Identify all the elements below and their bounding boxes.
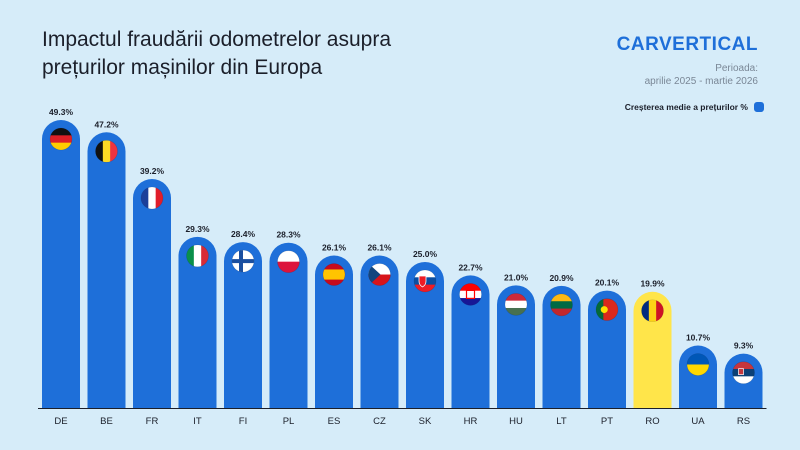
bar-group-ua: 10.7% UA <box>679 332 717 427</box>
bar-sk <box>406 261 444 408</box>
value-label-pl: 28.3% <box>276 230 301 240</box>
value-label-hu: 21.0% <box>504 272 529 282</box>
bar-be <box>87 132 126 408</box>
category-label-ua: UA <box>691 416 705 427</box>
ukraine-flag <box>687 353 709 376</box>
bar-group-cz: 26.1% CZ <box>360 243 399 427</box>
legend: Creșterea medie a prețurilor % <box>625 102 764 112</box>
croatia-flag <box>459 283 482 306</box>
finland-flag <box>232 250 254 273</box>
bar-group-fi: 28.4% FI <box>224 229 262 427</box>
bar-lt <box>542 285 581 408</box>
category-label-pt: PT <box>601 416 613 427</box>
czechia-flag <box>368 263 391 286</box>
value-label-cz: 26.1% <box>367 243 392 253</box>
bar-group-lt: 20.9% LT <box>542 273 581 427</box>
legend-label: Creșterea medie a prețurilor % <box>624 102 748 112</box>
poland-flag <box>277 250 300 273</box>
romania-flag <box>641 299 664 322</box>
bar-ro <box>633 291 672 408</box>
period-value: aprilie 2025 - martie 2026 <box>644 76 758 87</box>
bar-group-pt: 20.1% PT <box>588 278 626 427</box>
bar-it <box>178 236 217 408</box>
bar-group-it: 29.3% IT <box>178 224 217 427</box>
bar-group-hr: 22.7% HR <box>451 262 490 427</box>
value-label-ua: 10.7% <box>686 332 711 342</box>
bar-fr <box>133 179 171 408</box>
bar-group-rs: 9.3% RS <box>724 341 763 427</box>
value-label-be: 47.2% <box>94 119 119 129</box>
category-label-es: ES <box>328 416 341 427</box>
bar-hu <box>497 285 535 408</box>
bar-group-es: 26.1% ES <box>315 243 353 427</box>
value-label-it: 29.3% <box>185 224 210 234</box>
bar-group-ro: 19.9% RO <box>633 279 672 427</box>
category-label-pl: PL <box>283 416 295 427</box>
value-label-fi: 28.4% <box>231 229 256 239</box>
value-label-fr: 39.2% <box>140 166 165 176</box>
category-label-de: DE <box>54 416 67 427</box>
germany-flag <box>50 128 72 150</box>
bar-cz <box>360 255 399 408</box>
value-label-hr: 22.7% <box>458 262 483 272</box>
category-label-ro: RO <box>645 416 659 427</box>
value-label-es: 26.1% <box>322 243 347 253</box>
category-label-be: BE <box>100 416 113 427</box>
value-label-rs: 9.3% <box>734 341 754 351</box>
bar-fi <box>224 242 262 408</box>
bar-group-pl: 28.3% PL <box>269 230 308 427</box>
hungary-flag <box>505 293 527 316</box>
spain-flag <box>323 263 345 286</box>
france-flag <box>141 187 163 210</box>
category-label-hr: HR <box>464 416 478 427</box>
bar-group-de: 49.3% DE <box>42 107 80 427</box>
category-label-lt: LT <box>556 416 567 427</box>
bar-group-fr: 39.2% FR <box>133 166 171 427</box>
period-info: Perioada: aprilie 2025 - martie 2026 <box>645 62 758 88</box>
chart-title: Impactul fraudării odometrelor asupra pr… <box>42 26 462 82</box>
title-line-1: Impactul fraudării odometrelor asupra <box>42 28 392 51</box>
italy-flag <box>186 244 209 267</box>
bar-es <box>315 255 353 408</box>
bar-group-hu: 21.0% HU <box>497 272 535 427</box>
title-line-2: prețurilor mașinilor din Europa <box>42 56 323 79</box>
category-label-rs: RS <box>737 416 750 427</box>
lithuania-flag <box>550 293 573 316</box>
category-label-it: IT <box>193 416 202 427</box>
portugal-flag <box>596 298 618 321</box>
category-label-cz: CZ <box>373 416 386 427</box>
bar-de <box>42 120 80 408</box>
legend-swatch <box>754 102 764 112</box>
bar-pl <box>269 242 308 408</box>
value-label-ro: 19.9% <box>640 279 665 289</box>
category-label-fr: FR <box>146 416 159 427</box>
category-label-hu: HU <box>509 416 523 427</box>
period-label: Perioada: <box>715 63 758 74</box>
bar-pt <box>588 290 626 408</box>
value-label-de: 49.3% <box>49 107 74 117</box>
value-label-sk: 25.0% <box>413 249 438 259</box>
slovakia-flag <box>414 269 436 292</box>
value-label-pt: 20.1% <box>595 278 620 288</box>
category-label-sk: SK <box>419 416 432 427</box>
value-label-lt: 20.9% <box>549 273 574 283</box>
carvertical-logo: CARVERTICAL <box>616 34 758 55</box>
serbia-flag <box>732 361 755 384</box>
belgium-flag <box>95 140 118 163</box>
bar-group-be: 47.2% BE <box>87 119 126 427</box>
bar-group-sk: 25.0% SK <box>406 249 444 427</box>
bar-hr <box>451 275 490 408</box>
category-label-fi: FI <box>239 416 247 427</box>
